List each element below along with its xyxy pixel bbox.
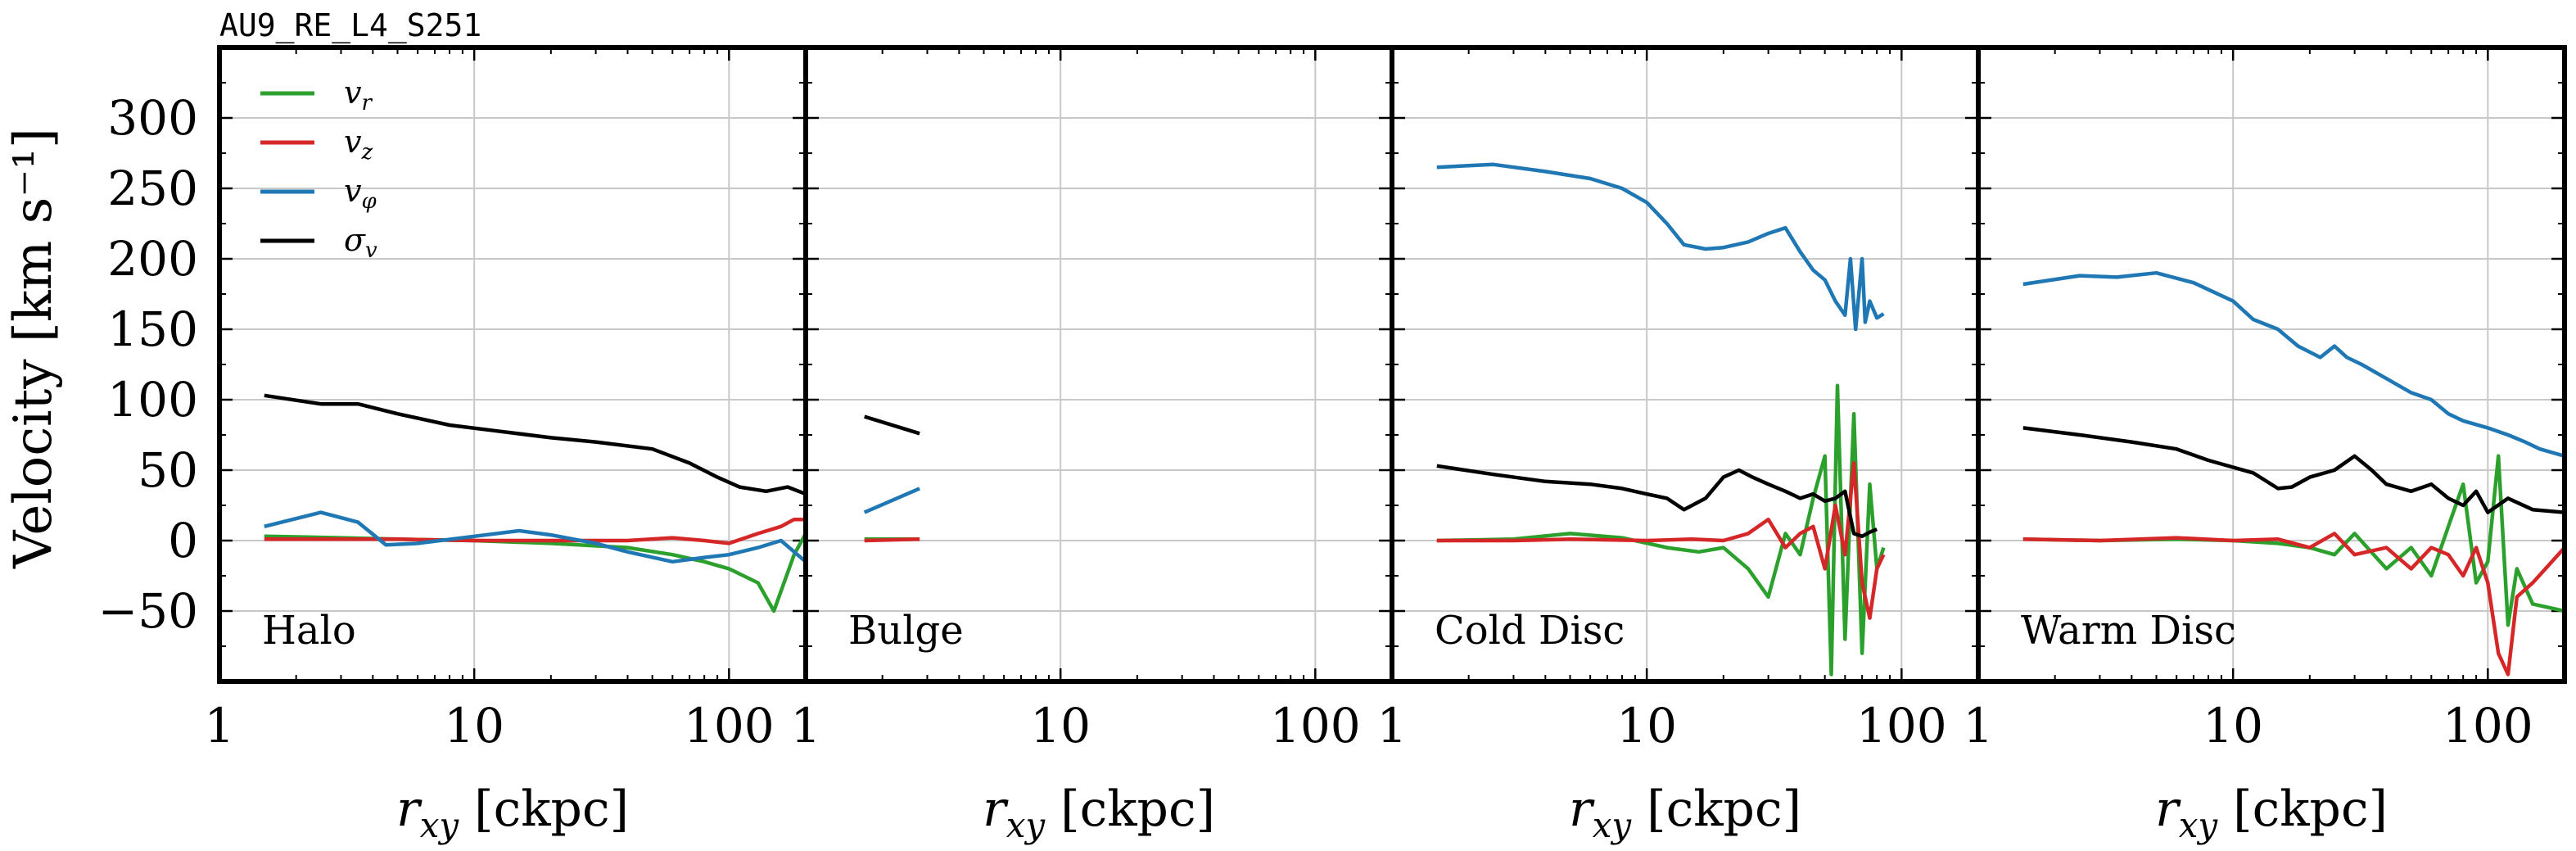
series-line-vr [264,532,806,613]
series-line-vz [1436,461,1886,620]
series-line-v [1436,162,1885,332]
y-axis-label: Velocity [km s⁻¹] [3,128,64,569]
x-tick-label: 100 [684,698,775,754]
x-tick-label: 1 [791,698,821,754]
legend-item-vphi: vφ [260,173,377,214]
panels: Halo 1 10 100 300 250 200 150 100 50 0 −50 rxy [ckpc… [98,45,2567,845]
panel-cold-disc: Cold Disc 1 10 100 rxy [ckpc] [1377,45,1981,845]
series-line-v [864,414,920,436]
panel-halo: Halo 1 10 100 300 250 200 150 100 50 0 −50 rxy [ckpc… [98,45,808,845]
legend: vr vz vφ σv [260,75,377,263]
legend-label: vz [344,124,373,165]
panel-frame [1976,45,2567,684]
series-line-v [2022,270,2565,458]
ticks [1390,48,1979,681]
panel-label: Cold Disc [1435,608,1625,654]
series-line-vz [2022,532,2565,677]
y-tick-label: 250 [107,161,198,216]
series-line-v [2022,426,2565,514]
x-axis-label: rxy [ckpc] [396,781,629,845]
y-tick-label: 300 [107,90,198,146]
ticks [804,48,1393,681]
panel-frame [803,45,1394,684]
y-tick-label: −50 [98,583,198,639]
series-line-v [1436,464,1878,539]
x-tick-label: 1 [1377,698,1408,754]
x-axis-label: rxy [ckpc] [2155,781,2388,845]
legend-item-sigma: σv [260,222,377,263]
panel-label: Warm Disc [2021,608,2236,654]
panel-bulge: Bulge 1 10 100 rxy [ckpc] [791,45,1394,845]
y-tick-label: 150 [107,301,198,357]
panel-warm-disc: Warm Disc 1 10 100 rxy [ckpc] [1964,45,2567,845]
legend-item-vz: vz [260,124,373,165]
series-line-v [264,393,806,496]
panel-label: Halo [262,608,356,654]
series-group [1436,162,1886,677]
legend-item-vr: vr [260,75,373,115]
x-tick-label: 100 [2443,698,2533,754]
x-tick-label: 10 [444,698,504,754]
legend-label: σv [344,222,377,263]
grid [806,48,1392,681]
legend-label: vr [344,75,373,115]
series-line-vz [864,537,920,543]
series-line-v [264,510,806,564]
y-tick-label: 50 [138,442,198,498]
y-tick-label: 200 [107,231,198,287]
x-tick-label: 1 [1964,698,1994,754]
grid [1392,48,1978,681]
grid [1978,48,2565,681]
series-group [264,393,806,613]
panel-label: Bulge [848,608,964,654]
x-tick-label: 100 [1856,698,1947,754]
x-tick-label: 10 [1616,698,1677,754]
legend-label: vφ [344,173,377,214]
series-group [2022,270,2565,677]
x-tick-label: 100 [1270,698,1361,754]
y-tick-label: 100 [107,372,198,428]
series-group [863,414,920,543]
x-tick-label: 10 [1030,698,1091,754]
figure-title: AU9_RE_L4_S251 [219,7,481,44]
x-tick-label: 10 [2203,698,2263,754]
series-line-v [863,487,920,514]
x-tick-label: 1 [205,698,235,754]
series-line-vz [264,517,806,545]
ticks [1977,48,2565,681]
x-axis-label: rxy [ckpc] [1569,781,1801,845]
x-axis-label: rxy [ckpc] [983,781,1215,845]
panel-frame [1390,45,1981,684]
y-tick-label: 0 [168,513,198,568]
